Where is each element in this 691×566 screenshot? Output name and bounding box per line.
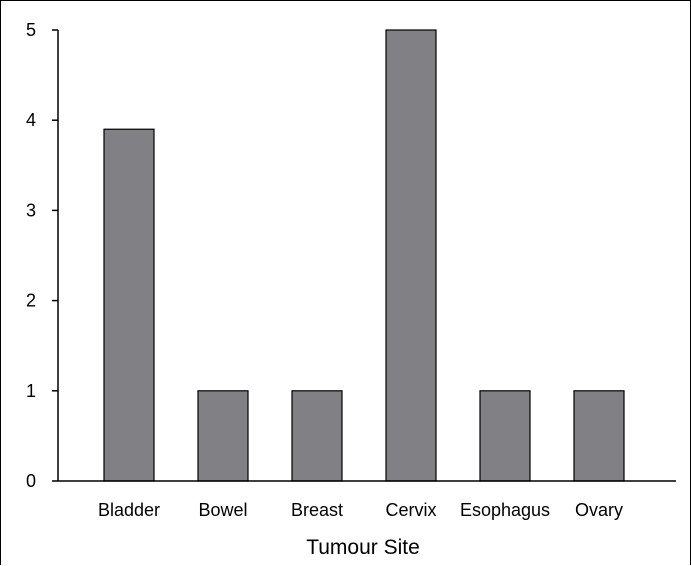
bar-bowel <box>197 390 249 482</box>
x-tick-label: Breast <box>291 500 343 520</box>
x-axis-title: Tumour Site <box>306 536 420 559</box>
y-tick-label: 2 <box>26 291 36 311</box>
x-tick-label: Esophagus <box>460 500 550 520</box>
y-ticks-group: 0 1 2 3 4 5 <box>26 20 58 491</box>
y-tick-label: 1 <box>26 381 36 401</box>
y-tick-label: 4 <box>26 110 36 130</box>
x-ticks-group: Bladder Bowel Breast Cervix Esophagus Ovary <box>98 500 623 520</box>
bar-breast <box>291 390 343 482</box>
bar-ovary <box>573 390 625 482</box>
bar-bladder <box>103 128 155 482</box>
x-tick-label: Bowel <box>198 500 247 520</box>
x-tick-label: Ovary <box>575 500 623 520</box>
y-tick-label: 3 <box>26 200 36 220</box>
bar-cervix <box>385 29 437 482</box>
bars-group <box>103 29 625 482</box>
y-tick-label: 5 <box>26 20 36 40</box>
x-tick-label: Cervix <box>385 500 436 520</box>
x-tick-label: Bladder <box>98 500 160 520</box>
y-tick-label: 0 <box>26 471 36 491</box>
bar-esophagus <box>479 390 531 482</box>
